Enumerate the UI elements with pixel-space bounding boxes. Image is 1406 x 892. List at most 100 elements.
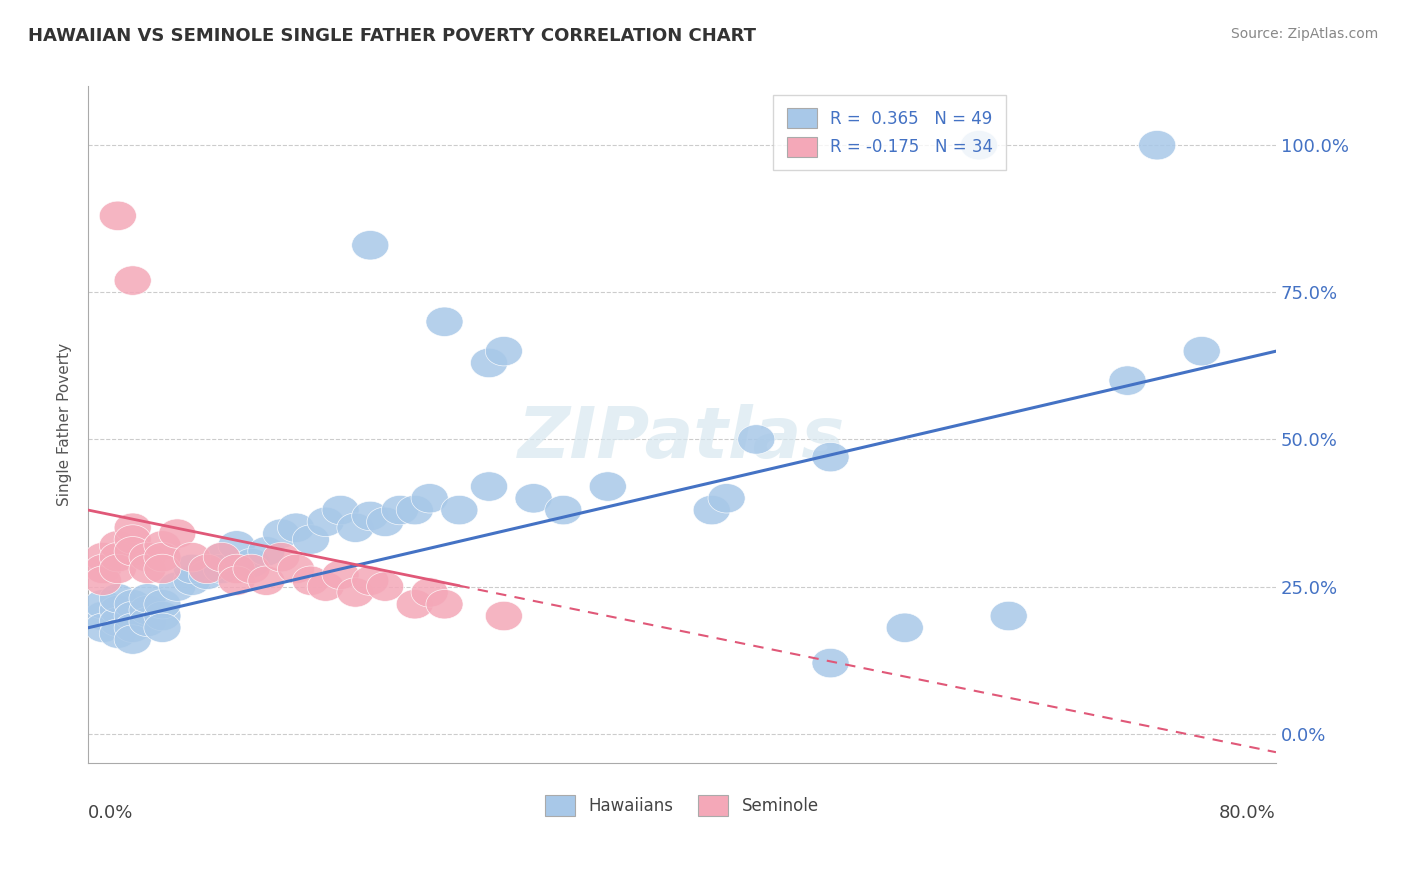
Ellipse shape [100, 201, 136, 230]
Ellipse shape [990, 601, 1028, 631]
Ellipse shape [352, 230, 389, 260]
Ellipse shape [233, 554, 270, 583]
Ellipse shape [129, 542, 166, 572]
Ellipse shape [100, 542, 136, 572]
Ellipse shape [247, 537, 285, 566]
Ellipse shape [426, 307, 463, 336]
Ellipse shape [1184, 336, 1220, 366]
Ellipse shape [277, 554, 315, 583]
Ellipse shape [367, 572, 404, 601]
Ellipse shape [381, 495, 419, 524]
Ellipse shape [143, 590, 181, 619]
Ellipse shape [218, 566, 254, 595]
Ellipse shape [233, 549, 270, 578]
Ellipse shape [307, 572, 344, 601]
Text: ZIPatlas: ZIPatlas [519, 404, 846, 473]
Ellipse shape [114, 513, 152, 542]
Ellipse shape [813, 648, 849, 678]
Ellipse shape [263, 519, 299, 549]
Ellipse shape [471, 348, 508, 377]
Ellipse shape [143, 554, 181, 583]
Ellipse shape [1139, 130, 1175, 160]
Ellipse shape [188, 554, 225, 583]
Ellipse shape [471, 472, 508, 501]
Ellipse shape [396, 495, 433, 524]
Ellipse shape [114, 624, 152, 654]
Ellipse shape [143, 613, 181, 642]
Ellipse shape [204, 542, 240, 572]
Ellipse shape [515, 483, 553, 513]
Ellipse shape [218, 554, 254, 583]
Ellipse shape [143, 601, 181, 631]
Ellipse shape [114, 601, 152, 631]
Ellipse shape [738, 425, 775, 454]
Ellipse shape [84, 542, 121, 572]
Ellipse shape [426, 590, 463, 619]
Ellipse shape [307, 508, 344, 537]
Ellipse shape [322, 560, 359, 590]
Ellipse shape [352, 501, 389, 531]
Ellipse shape [100, 554, 136, 583]
Ellipse shape [544, 495, 582, 524]
Ellipse shape [352, 566, 389, 595]
Y-axis label: Single Father Poverty: Single Father Poverty [58, 343, 72, 507]
Ellipse shape [84, 590, 121, 619]
Ellipse shape [709, 483, 745, 513]
Ellipse shape [159, 572, 195, 601]
Ellipse shape [84, 601, 121, 631]
Ellipse shape [188, 560, 225, 590]
Ellipse shape [129, 607, 166, 637]
Ellipse shape [485, 601, 523, 631]
Ellipse shape [84, 554, 121, 583]
Ellipse shape [960, 130, 998, 160]
Ellipse shape [204, 542, 240, 572]
Ellipse shape [337, 513, 374, 542]
Ellipse shape [292, 524, 329, 554]
Ellipse shape [247, 566, 285, 595]
Ellipse shape [218, 531, 254, 560]
Ellipse shape [411, 578, 449, 607]
Ellipse shape [84, 566, 121, 595]
Legend: Hawaiians, Seminole: Hawaiians, Seminole [538, 789, 825, 822]
Ellipse shape [367, 508, 404, 537]
Ellipse shape [114, 266, 152, 295]
Ellipse shape [100, 531, 136, 560]
Ellipse shape [485, 336, 523, 366]
Ellipse shape [1109, 366, 1146, 395]
Ellipse shape [143, 531, 181, 560]
Ellipse shape [114, 524, 152, 554]
Ellipse shape [100, 583, 136, 613]
Ellipse shape [129, 583, 166, 613]
Ellipse shape [143, 542, 181, 572]
Ellipse shape [173, 542, 211, 572]
Ellipse shape [292, 566, 329, 595]
Text: 80.0%: 80.0% [1219, 804, 1277, 822]
Ellipse shape [411, 483, 449, 513]
Ellipse shape [813, 442, 849, 472]
Ellipse shape [322, 495, 359, 524]
Ellipse shape [100, 607, 136, 637]
Ellipse shape [886, 613, 924, 642]
Ellipse shape [159, 519, 195, 549]
Ellipse shape [173, 554, 211, 583]
Text: Source: ZipAtlas.com: Source: ZipAtlas.com [1230, 27, 1378, 41]
Ellipse shape [693, 495, 730, 524]
Text: 0.0%: 0.0% [89, 804, 134, 822]
Ellipse shape [114, 590, 152, 619]
Ellipse shape [100, 595, 136, 624]
Ellipse shape [129, 595, 166, 624]
Ellipse shape [204, 554, 240, 583]
Text: HAWAIIAN VS SEMINOLE SINGLE FATHER POVERTY CORRELATION CHART: HAWAIIAN VS SEMINOLE SINGLE FATHER POVER… [28, 27, 756, 45]
Ellipse shape [100, 619, 136, 648]
Ellipse shape [337, 578, 374, 607]
Ellipse shape [277, 513, 315, 542]
Ellipse shape [263, 542, 299, 572]
Ellipse shape [396, 590, 433, 619]
Ellipse shape [129, 554, 166, 583]
Ellipse shape [114, 613, 152, 642]
Ellipse shape [441, 495, 478, 524]
Ellipse shape [173, 566, 211, 595]
Ellipse shape [114, 537, 152, 566]
Ellipse shape [84, 613, 121, 642]
Ellipse shape [589, 472, 627, 501]
